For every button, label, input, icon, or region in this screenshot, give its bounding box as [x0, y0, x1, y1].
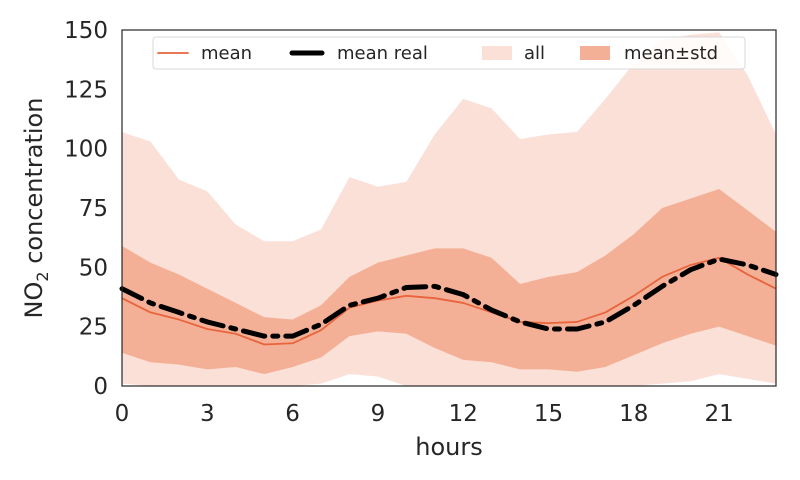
line-mean-real: [119, 256, 779, 339]
x-axis-label: hours: [415, 433, 482, 461]
x-tick-label: 0: [115, 401, 130, 427]
y-tick-labels: 0 25 50 75 100 125 150: [64, 18, 108, 400]
line-mean: [121, 256, 777, 346]
bands-layer: [122, 32, 776, 387]
y-tick-label: 75: [79, 196, 108, 222]
legend-label-mean-real: mean real: [337, 43, 428, 64]
y-tick-label: 50: [79, 255, 108, 281]
legend-label-mean: mean: [201, 43, 252, 64]
x-tick-labels: 0 3 6 9 12 15 18 21: [115, 401, 734, 427]
legend-swatch-all: [482, 46, 512, 60]
y-tick-label: 100: [64, 137, 108, 163]
x-tick-label: 9: [371, 401, 386, 427]
x-tick-label: 21: [704, 401, 733, 427]
y-tick-label: 125: [64, 77, 108, 103]
legend-box: [152, 36, 746, 70]
y-tick-label: 150: [64, 18, 108, 44]
x-tick-label: 12: [449, 401, 478, 427]
legend-label-all: all: [524, 43, 545, 64]
x-tick-label: 18: [619, 401, 648, 427]
band-mean-pm-std: [122, 189, 776, 375]
y-axis-label-subscript: 2: [33, 271, 52, 281]
y-tick-label: 25: [79, 315, 108, 341]
y-axis-label-main: NO: [20, 282, 48, 319]
y-tick-label: 0: [93, 374, 108, 400]
lines-layer: [119, 256, 779, 346]
y-axis-label-rest: concentration: [20, 98, 48, 272]
x-tick-label: 6: [285, 401, 300, 427]
plot-frame: [121, 29, 777, 387]
y-axis-label: NO2 concentration: [20, 98, 52, 319]
legend-swatch-mean-pm-std: [580, 46, 610, 60]
legend: mean mean real all mean±std: [152, 36, 746, 70]
legend-label-mean-pm-std: mean±std: [624, 43, 718, 64]
x-tick-label: 15: [534, 401, 563, 427]
x-tick-label: 3: [200, 401, 215, 427]
